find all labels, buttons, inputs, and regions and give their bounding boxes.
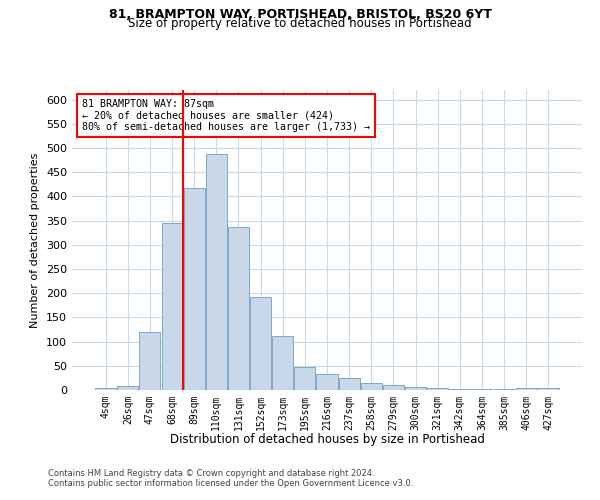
Bar: [118, 386, 139, 390]
Bar: [250, 297, 271, 390]
Bar: [295, 367, 316, 390]
Bar: [161, 223, 182, 390]
Text: 81, BRAMPTON WAY, PORTISHEAD, BRISTOL, BS20 6YT: 81, BRAMPTON WAY, PORTISHEAD, BRISTOL, B…: [109, 8, 491, 20]
Bar: [95, 388, 116, 390]
Text: Contains public sector information licensed under the Open Government Licence v3: Contains public sector information licen…: [48, 478, 413, 488]
Bar: [272, 336, 293, 390]
Bar: [206, 154, 227, 390]
Bar: [139, 332, 160, 390]
Bar: [405, 386, 426, 390]
Text: Size of property relative to detached houses in Portishead: Size of property relative to detached ho…: [128, 18, 472, 30]
Bar: [184, 188, 205, 390]
Bar: [538, 388, 559, 390]
Bar: [427, 388, 448, 390]
Bar: [228, 227, 249, 390]
Text: Distribution of detached houses by size in Portishead: Distribution of detached houses by size …: [170, 432, 484, 446]
Bar: [449, 389, 470, 390]
Bar: [515, 388, 536, 390]
Bar: [494, 389, 515, 390]
Text: Contains HM Land Registry data © Crown copyright and database right 2024.: Contains HM Land Registry data © Crown c…: [48, 468, 374, 477]
Bar: [338, 378, 359, 390]
Text: 81 BRAMPTON WAY: 87sqm
← 20% of detached houses are smaller (424)
80% of semi-de: 81 BRAMPTON WAY: 87sqm ← 20% of detached…: [82, 99, 370, 132]
Bar: [383, 385, 404, 390]
Bar: [472, 388, 493, 390]
Bar: [361, 382, 382, 390]
Y-axis label: Number of detached properties: Number of detached properties: [31, 152, 40, 328]
Bar: [316, 374, 338, 390]
